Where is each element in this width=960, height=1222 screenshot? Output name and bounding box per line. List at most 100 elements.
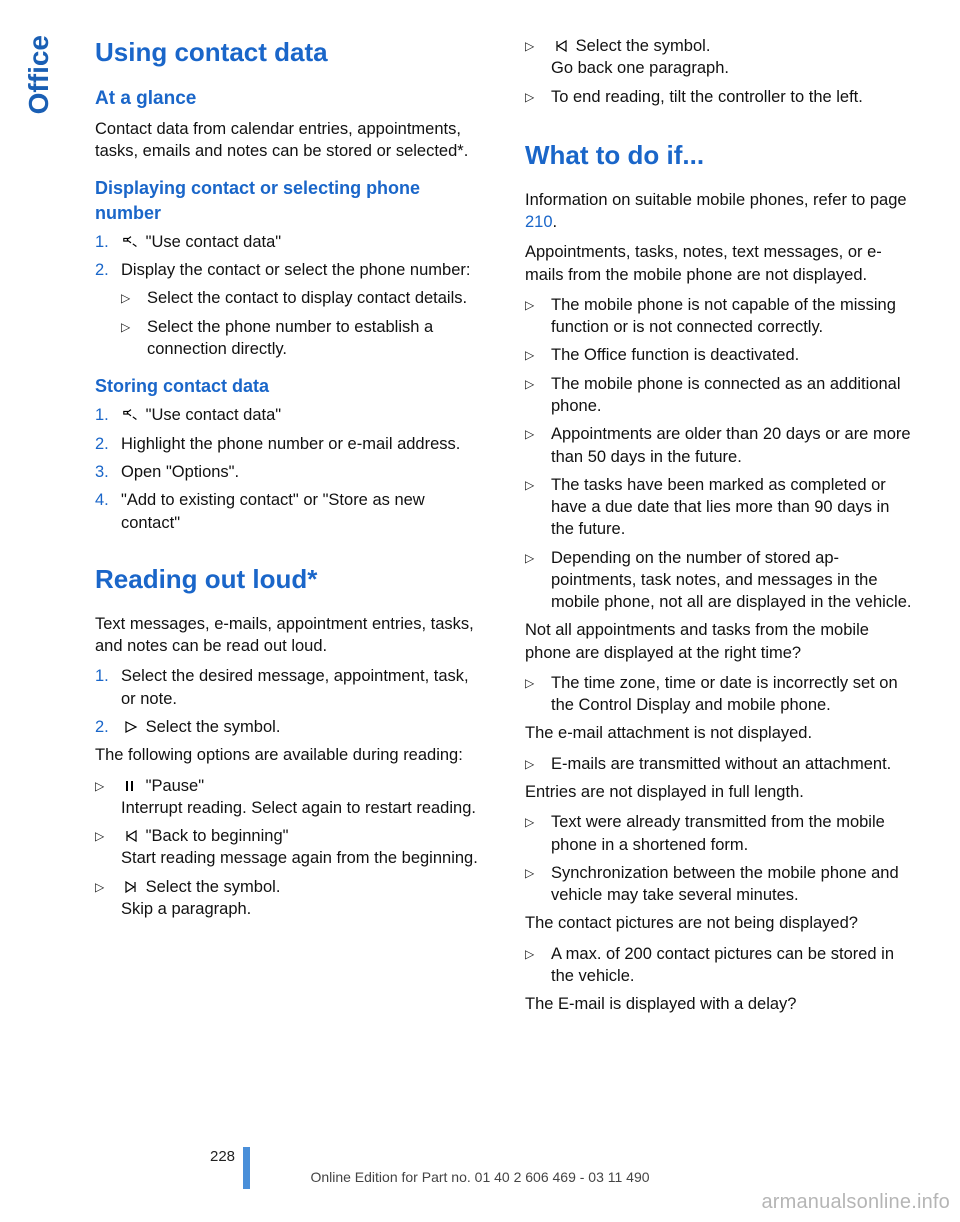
step-number: 2. bbox=[95, 259, 121, 281]
option-label: "Back to beginning" bbox=[146, 827, 289, 845]
step-2-reading: 2. Select the symbol. bbox=[95, 716, 485, 738]
phone-arrow-icon bbox=[121, 404, 141, 426]
step-4-storing: 4. "Add to existing contact" or "Store a… bbox=[95, 489, 485, 534]
step-number: 3. bbox=[95, 461, 121, 483]
step-body: Display the contact or select the phone … bbox=[121, 259, 485, 281]
step-body: Open "Options". bbox=[121, 461, 485, 483]
bullet-depending-stored: ▷Depending on the number of stored ap­po… bbox=[525, 547, 915, 614]
phone-arrow-icon bbox=[121, 231, 141, 253]
bullet-text: The time zone, time or date is incorrect… bbox=[551, 672, 915, 717]
option-text: To end reading, tilt the controller to t… bbox=[551, 86, 915, 108]
online-edition-text: Online Edition for Part no. 01 40 2 606 … bbox=[0, 1168, 960, 1187]
heading-at-a-glance: At a glance bbox=[95, 86, 485, 112]
side-tab-office: Office bbox=[20, 35, 58, 114]
skip-back-icon bbox=[121, 825, 141, 847]
heading-displaying-contact: Displaying contact or selecting phone nu… bbox=[95, 176, 485, 225]
option-pause: ▷ "Pause" Interrupt reading. Select agai… bbox=[95, 775, 485, 820]
bullet-marker: ▷ bbox=[95, 775, 121, 820]
bullet-marker: ▷ bbox=[525, 811, 551, 856]
option-body: "Back to beginning" Start reading messag… bbox=[121, 825, 485, 870]
bullet-marker: ▷ bbox=[121, 287, 147, 309]
bullet-marker: ▷ bbox=[95, 876, 121, 921]
bullet-text: Appointments are older than 20 days or a… bbox=[551, 423, 915, 468]
bullet-text: Depending on the number of stored ap­poi… bbox=[551, 547, 915, 614]
right-column: ▷ Select the symbol. Go back one paragra… bbox=[525, 35, 915, 1023]
bullet-tasks-completed: ▷The tasks have been marked as completed… bbox=[525, 474, 915, 541]
step-number: 2. bbox=[95, 716, 121, 738]
bullet-max-200: ▷A max. of 200 contact pictures can be s… bbox=[525, 943, 915, 988]
step-number: 1. bbox=[95, 231, 121, 253]
bullet-text: Text were already transmitted from the m… bbox=[551, 811, 915, 856]
substep-text: Select the phone number to establish a c… bbox=[147, 316, 485, 361]
link-page-210[interactable]: 210 bbox=[525, 213, 553, 231]
heading-storing-contact: Storing contact data bbox=[95, 374, 485, 398]
substep-select-phone: ▷ Select the phone number to establish a… bbox=[121, 316, 485, 361]
step-number: 1. bbox=[95, 665, 121, 710]
left-column: Using contact data At a glance Contact d… bbox=[95, 35, 485, 1023]
bullet-phone-capable: ▷The mobile phone is not capable of the … bbox=[525, 294, 915, 339]
bullet-marker: ▷ bbox=[525, 344, 551, 366]
bullet-text: The mobile phone is not capable of the m… bbox=[551, 294, 915, 339]
option-go-back-paragraph: ▷ Select the symbol. Go back one paragra… bbox=[525, 35, 915, 80]
step-body: Highlight the phone number or e-mail ad­… bbox=[121, 433, 485, 455]
bullet-text: The mobile phone is connected as an addi… bbox=[551, 373, 915, 418]
option-end-reading: ▷ To end reading, tilt the controller to… bbox=[525, 86, 915, 108]
step-number: 4. bbox=[95, 489, 121, 534]
substep-select-contact: ▷ Select the contact to display contact … bbox=[121, 287, 485, 309]
paragraph-appointments: Appointments, tasks, notes, text message… bbox=[525, 241, 915, 286]
page-content: Using contact data At a glance Contact d… bbox=[95, 35, 915, 1023]
option-body: Select the symbol. Go back one paragraph… bbox=[551, 35, 915, 80]
bullet-marker: ▷ bbox=[525, 862, 551, 907]
option-desc: Go back one paragraph. bbox=[551, 59, 729, 77]
bullet-sync-minutes: ▷Synchronization between the mobile phon… bbox=[525, 862, 915, 907]
option-body: Select the symbol. Skip a paragraph. bbox=[121, 876, 485, 921]
bullet-marker: ▷ bbox=[525, 753, 551, 775]
pause-icon bbox=[121, 775, 141, 797]
step-1-use-contact-data: 1. "Use contact data" bbox=[95, 231, 485, 253]
option-back-beginning: ▷ "Back to beginning" Start reading mess… bbox=[95, 825, 485, 870]
bullet-text-shortened: ▷Text were already transmitted from the … bbox=[525, 811, 915, 856]
option-label: Select the symbol. bbox=[576, 37, 711, 55]
paragraph-entries: Entries are not displayed in full length… bbox=[525, 781, 915, 803]
step-number: 2. bbox=[95, 433, 121, 455]
bullet-text: A max. of 200 contact pictures can be st… bbox=[551, 943, 915, 988]
option-label: Select the symbol. bbox=[146, 878, 281, 896]
heading-what-to-do-if: What to do if... bbox=[525, 138, 915, 173]
bullet-additional-phone: ▷The mobile phone is connected as an add… bbox=[525, 373, 915, 418]
paragraph-glance: Contact data from calendar entries, appo… bbox=[95, 118, 485, 163]
bullet-timezone: ▷The time zone, time or date is incorrec… bbox=[525, 672, 915, 717]
option-skip-paragraph: ▷ Select the symbol. Skip a paragraph. bbox=[95, 876, 485, 921]
option-desc: Skip a paragraph. bbox=[121, 900, 251, 918]
bullet-marker: ▷ bbox=[525, 423, 551, 468]
bullet-text: The tasks have been marked as completed … bbox=[551, 474, 915, 541]
step-text: Select the symbol. bbox=[146, 718, 281, 736]
step-2-display-contact: 2. Display the contact or select the pho… bbox=[95, 259, 485, 281]
paragraph-contact-pics: The contact pictures are not being displ… bbox=[525, 912, 915, 934]
info-end: . bbox=[553, 213, 558, 231]
bullet-marker: ▷ bbox=[525, 672, 551, 717]
substep-text: Select the contact to display contact de… bbox=[147, 287, 485, 309]
bullet-email-attach: ▷E-mails are transmitted without an atta… bbox=[525, 753, 915, 775]
bullet-marker: ▷ bbox=[525, 943, 551, 988]
paragraph-attachment: The e-mail attachment is not displayed. bbox=[525, 722, 915, 744]
step-text: "Use contact data" bbox=[146, 233, 282, 251]
option-label: "Pause" bbox=[146, 777, 205, 795]
bullet-marker: ▷ bbox=[95, 825, 121, 870]
info-text: Information on suitable mobile phones, r… bbox=[525, 191, 907, 209]
step-body: "Use contact data" bbox=[121, 404, 485, 426]
page-number: 228 bbox=[210, 1147, 235, 1167]
bullet-marker: ▷ bbox=[525, 86, 551, 108]
bullet-marker: ▷ bbox=[525, 474, 551, 541]
option-desc: Start reading message again from the be­… bbox=[121, 849, 478, 867]
step-body: Select the symbol. bbox=[121, 716, 485, 738]
bullet-marker: ▷ bbox=[525, 547, 551, 614]
step-body: Select the desired message, appointment,… bbox=[121, 665, 485, 710]
bullet-marker: ▷ bbox=[121, 316, 147, 361]
step-3-storing: 3. Open "Options". bbox=[95, 461, 485, 483]
bullet-text: The Office function is deactivated. bbox=[551, 344, 915, 366]
option-desc: Interrupt reading. Select again to resta… bbox=[121, 799, 476, 817]
skip-forward-icon bbox=[121, 876, 141, 898]
paragraph-notall: Not all appointments and tasks from the … bbox=[525, 619, 915, 664]
bullet-marker: ▷ bbox=[525, 373, 551, 418]
step-body: "Use contact data" bbox=[121, 231, 485, 253]
